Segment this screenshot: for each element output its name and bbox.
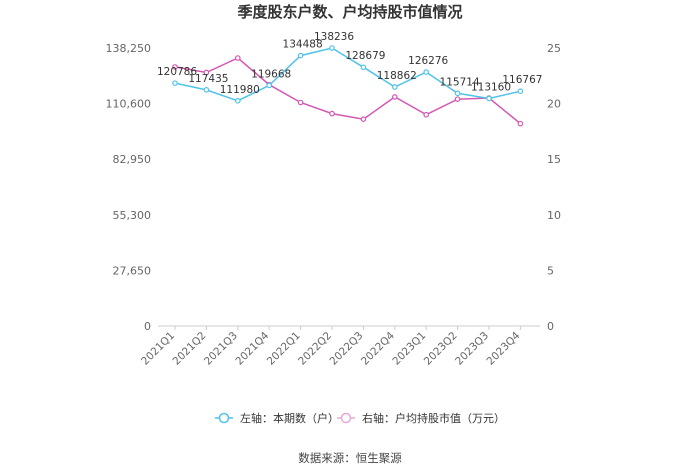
x-tick-label: 2023Q4 bbox=[485, 329, 523, 367]
legend-item-left-series[interactable]: 左轴：本期数（户） bbox=[215, 411, 339, 425]
x-tick-label: 2021Q4 bbox=[233, 329, 271, 367]
households-data-label: 120786 bbox=[157, 66, 197, 78]
legend-left-label: 左轴：本期数（户） bbox=[240, 411, 339, 425]
households-data-label: 117435 bbox=[188, 73, 228, 85]
legend-right-marker bbox=[340, 412, 352, 424]
right-y-tick-label: 20 bbox=[547, 98, 561, 111]
avg-market-value-point[interactable] bbox=[517, 120, 524, 127]
households-point[interactable] bbox=[235, 98, 241, 104]
avg-market-value-point[interactable] bbox=[172, 64, 178, 70]
series-line-households bbox=[174, 47, 521, 102]
chart-title: 季度股东户数、户均持股市值情况 bbox=[237, 3, 462, 21]
left-y-tick-label: 138,250 bbox=[106, 42, 152, 55]
avg-market-value-point[interactable] bbox=[454, 96, 461, 102]
left-y-tick-label: 110,600 bbox=[106, 98, 152, 111]
right-y-tick-label: 0 bbox=[547, 320, 554, 333]
avg-market-value-point[interactable] bbox=[423, 111, 430, 118]
households-point[interactable] bbox=[203, 87, 210, 93]
right-y-tick-label: 25 bbox=[547, 42, 561, 55]
households-data-label: 128679 bbox=[345, 50, 385, 62]
households-point[interactable] bbox=[454, 90, 461, 97]
households-point[interactable] bbox=[486, 95, 492, 102]
households-point[interactable] bbox=[391, 84, 398, 90]
right-y-tick-label: 5 bbox=[547, 264, 554, 277]
households-point[interactable] bbox=[517, 88, 524, 94]
series-layer bbox=[172, 45, 524, 127]
households-point[interactable] bbox=[360, 64, 367, 71]
households-data-label: 126276 bbox=[408, 55, 448, 67]
x-tick-label: 2023Q3 bbox=[453, 330, 491, 368]
x-tick-label: 2021Q2 bbox=[171, 330, 209, 368]
x-tick-label: 2021Q1 bbox=[139, 330, 177, 368]
data-source: 数据来源：恒生聚源 bbox=[298, 451, 402, 465]
x-tick-label: 2022Q4 bbox=[359, 329, 397, 367]
right-y-tick-label: 15 bbox=[547, 153, 561, 166]
households-data-label: 116767 bbox=[502, 74, 542, 86]
x-tick-label: 2022Q2 bbox=[296, 330, 334, 368]
series-line-avg-market-value bbox=[174, 57, 521, 125]
households-data-label: 115714 bbox=[440, 76, 480, 88]
x-tick-label: 2023Q1 bbox=[390, 330, 428, 368]
legend-item-right-series[interactable]: 右轴：户均持股市值（万元） bbox=[337, 411, 505, 425]
households-data-label: 119668 bbox=[251, 68, 291, 80]
households-data-label: 111980 bbox=[220, 84, 260, 96]
x-tick-label: 2022Q1 bbox=[265, 330, 303, 368]
x-tick-label: 2023Q2 bbox=[422, 330, 460, 368]
left-y-tick-label: 0 bbox=[144, 320, 151, 333]
legend-left-marker bbox=[218, 412, 230, 424]
x-tick-label: 2021Q3 bbox=[202, 330, 240, 368]
households-point[interactable] bbox=[266, 82, 273, 89]
avg-market-value-point[interactable] bbox=[297, 99, 304, 106]
households-data-label: 134488 bbox=[283, 39, 323, 51]
households-data-label: 138236 bbox=[314, 31, 354, 43]
x-tick-label: 2022Q3 bbox=[328, 330, 366, 368]
left-y-tick-label: 27,650 bbox=[113, 264, 152, 277]
avg-market-value-point[interactable] bbox=[329, 110, 335, 117]
households-point[interactable] bbox=[423, 69, 430, 75]
avg-market-value-point[interactable] bbox=[360, 116, 367, 122]
households-point[interactable] bbox=[297, 52, 304, 59]
left-y-tick-label: 55,300 bbox=[113, 209, 152, 222]
legend: 左轴：本期数（户） 右轴：户均持股市值（万元） bbox=[215, 411, 505, 425]
left-y-tick-label: 82,950 bbox=[113, 153, 152, 166]
avg-market-value-point[interactable] bbox=[203, 69, 210, 76]
households-data-label: 113160 bbox=[471, 81, 511, 93]
right-y-tick-label: 10 bbox=[547, 209, 561, 222]
households-point[interactable] bbox=[329, 45, 335, 51]
legend-right-label: 右轴：户均持股市值（万元） bbox=[362, 411, 505, 425]
avg-market-value-point[interactable] bbox=[391, 94, 398, 100]
households-point[interactable] bbox=[172, 80, 178, 86]
avg-market-value-point[interactable] bbox=[235, 55, 241, 61]
households-data-label: 118862 bbox=[377, 70, 417, 82]
